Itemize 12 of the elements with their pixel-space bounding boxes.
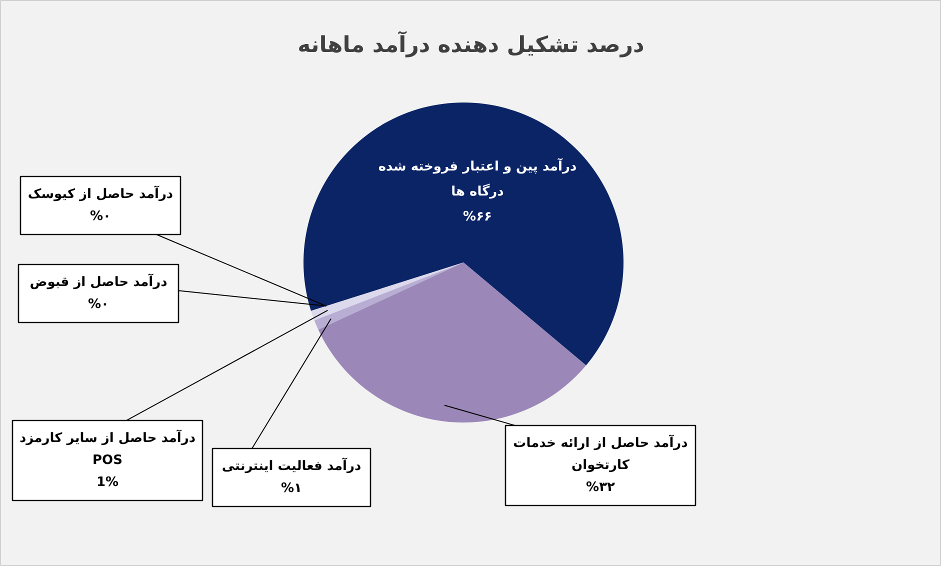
text: %۰ xyxy=(90,209,111,224)
data-label: 1% xyxy=(96,475,119,490)
data-label: %۳۲ xyxy=(586,480,616,495)
text: %۰ xyxy=(88,297,109,312)
data-label: %۶۶ xyxy=(463,209,492,224)
category-label: درآمد حاصل از کیوسک xyxy=(28,187,174,202)
slice-label: درآمد فعالیت اینترنتی xyxy=(222,457,362,474)
data-label: %۱ xyxy=(281,481,302,496)
slice-label: درآمد حاصل از ارائه خدمات کارتخوان xyxy=(513,434,688,473)
slice-label: درآمد پین و اعتبار فروخته شده درگاه ها xyxy=(378,157,577,200)
category-label: درآمد حاصل از قبوض xyxy=(30,275,168,290)
chart-title: درصد تشکیل دهنده درآمد ماهانه xyxy=(298,31,644,58)
